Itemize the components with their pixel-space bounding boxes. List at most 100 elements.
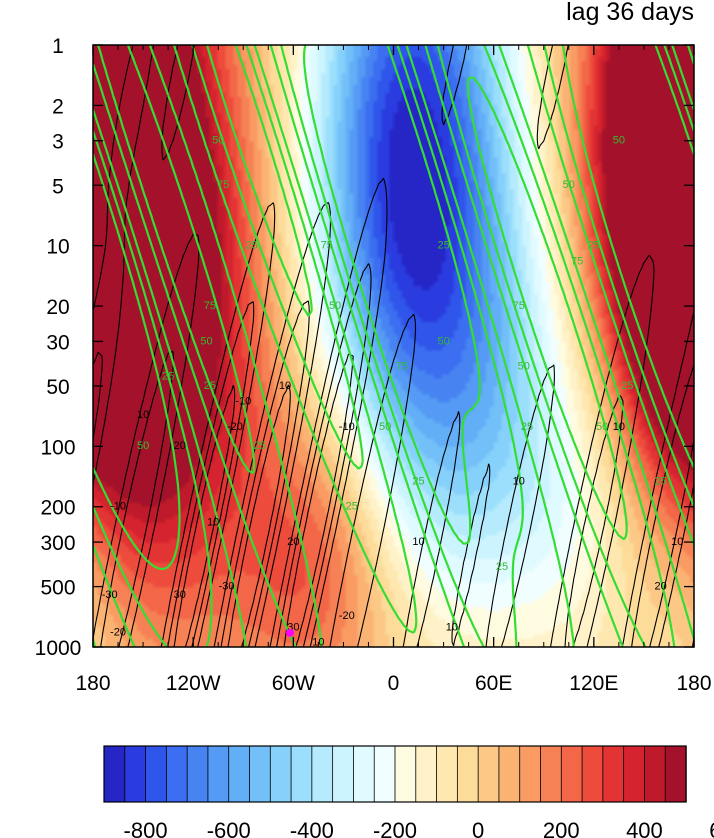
green-contour-label: 25 [245, 240, 257, 252]
green-contour-label: 25 [437, 240, 449, 252]
contour-label: 10 [446, 621, 458, 633]
colorbar-box [311, 745, 334, 803]
green-contour-label: 50 [518, 360, 530, 372]
x-tick-label: 120E [569, 672, 618, 695]
contour-level [93, 263, 694, 647]
contour-label: -10 [235, 396, 251, 408]
y-tick-label: 50 [46, 376, 69, 399]
colorbar-box [186, 745, 209, 803]
green-contour-label: 25 [496, 561, 508, 573]
green-contour-label: 75 [217, 179, 229, 191]
contour-label: -20 [110, 627, 126, 639]
colorbar-box [415, 745, 438, 803]
y-tick-label: 20 [46, 296, 69, 319]
x-tick-label: 0 [388, 672, 400, 695]
x-tick-label: 120W [166, 672, 221, 695]
y-tick-label: 300 [40, 532, 75, 555]
green-contour-label: 50 [212, 135, 224, 147]
contour-label: 10 [671, 536, 683, 548]
colorbar-tick-label: -600 [207, 818, 251, 838]
colorbar-tick-label: 0 [472, 818, 484, 838]
y-tick-label: 100 [40, 436, 75, 459]
colorbar-box [353, 745, 375, 803]
colorbar-tick-label: 400 [626, 818, 663, 838]
colorbar-box [290, 745, 313, 803]
colorbar-box [581, 745, 604, 803]
green-contour-label: 50 [379, 421, 391, 433]
green-contour-label: 25 [346, 501, 358, 513]
colorbar-box [623, 745, 646, 803]
y-tick-label: 3 [52, 131, 64, 154]
colorbar-box [269, 745, 292, 803]
colorbar-box [373, 745, 396, 803]
colorbar-box [519, 745, 542, 803]
contour-label: -10 [110, 501, 126, 513]
y-tick-label: 1 [52, 35, 64, 58]
green-contour-label: 25 [521, 421, 533, 433]
green-contour-label: 50 [329, 300, 341, 312]
y-axis: 1 2 3 5 10 20 30 50 100 200 300 500 1000 [35, 35, 694, 660]
contour-label: -20 [227, 421, 243, 433]
y-tick-label: 1000 [35, 637, 82, 660]
colorbar: -800-600-400-2000200400600800 [103, 745, 714, 838]
contour-level [93, 45, 694, 647]
contour-level [93, 45, 694, 647]
colorbar-tick-label: 200 [543, 818, 580, 838]
colorbar-box [602, 745, 625, 803]
green-contour-label: 50 [613, 135, 625, 147]
green-contour-label: 25 [588, 240, 600, 252]
contour-level [206, 45, 628, 541]
contour-label: 10 [412, 536, 424, 548]
contour-label: -30 [102, 589, 118, 601]
contour-label: -10 [339, 421, 355, 433]
x-axis: 180 120W 60W 0 60E 120E 180 [75, 45, 712, 695]
contour-level [96, 45, 676, 647]
contour-label: 20 [174, 440, 186, 452]
colorbar-box [249, 745, 271, 803]
contour-label: 10 [207, 517, 219, 529]
contour-label: 10 [279, 380, 291, 392]
contour-labels: 10203010-10-20-3010203010-10-20-10-30-20… [102, 135, 684, 647]
green-contour-label: 25 [654, 476, 666, 488]
contour-label: -20 [339, 610, 355, 622]
contour-level [100, 300, 624, 647]
chart-title: lag 36 days [566, 0, 694, 26]
colorbar-box [103, 745, 126, 803]
contour-level [93, 45, 694, 571]
green-contour-label: 25 [254, 440, 266, 452]
y-tick-label: 30 [46, 331, 69, 354]
colorbar-box [644, 745, 666, 803]
x-tick-label: 180 [676, 672, 711, 695]
colorbar-tick-label: 600 [709, 818, 714, 838]
colorbar-box [560, 745, 583, 803]
colorbar-box [456, 745, 479, 803]
x-tick-label: 180 [75, 672, 110, 695]
colorbar-box [124, 745, 147, 803]
contour-label: 20 [654, 580, 666, 592]
x-tick-label: 60W [272, 672, 315, 695]
green-contour-label: 75 [571, 255, 583, 267]
plot-area: 10203010-10-20-3010203010-10-20-10-30-20… [93, 45, 694, 647]
colorbar-box [228, 745, 251, 803]
colorbar-tick-label: -400 [290, 818, 334, 838]
colorbar-box [540, 745, 562, 803]
green-contour-label: 25 [621, 380, 633, 392]
contour-label: -30 [219, 580, 235, 592]
colorbar-box [664, 745, 687, 803]
green-contour-label: 25 [412, 476, 424, 488]
colorbar-box [477, 745, 500, 803]
contour-level [227, 384, 291, 647]
green-contour-lines [93, 45, 694, 647]
contour-level [93, 45, 694, 647]
colorbar-box [145, 745, 168, 803]
colorbar-box [207, 745, 230, 803]
green-contour-label: 50 [563, 179, 575, 191]
colorbar-box [436, 745, 459, 803]
contour-label: 10 [613, 421, 625, 433]
green-contour-label: 25 [204, 380, 216, 392]
y-tick-label: 10 [46, 236, 69, 259]
contour-label: 20 [287, 536, 299, 548]
colorbar-tick-label: -200 [373, 818, 417, 838]
colorbar-box [332, 745, 355, 803]
